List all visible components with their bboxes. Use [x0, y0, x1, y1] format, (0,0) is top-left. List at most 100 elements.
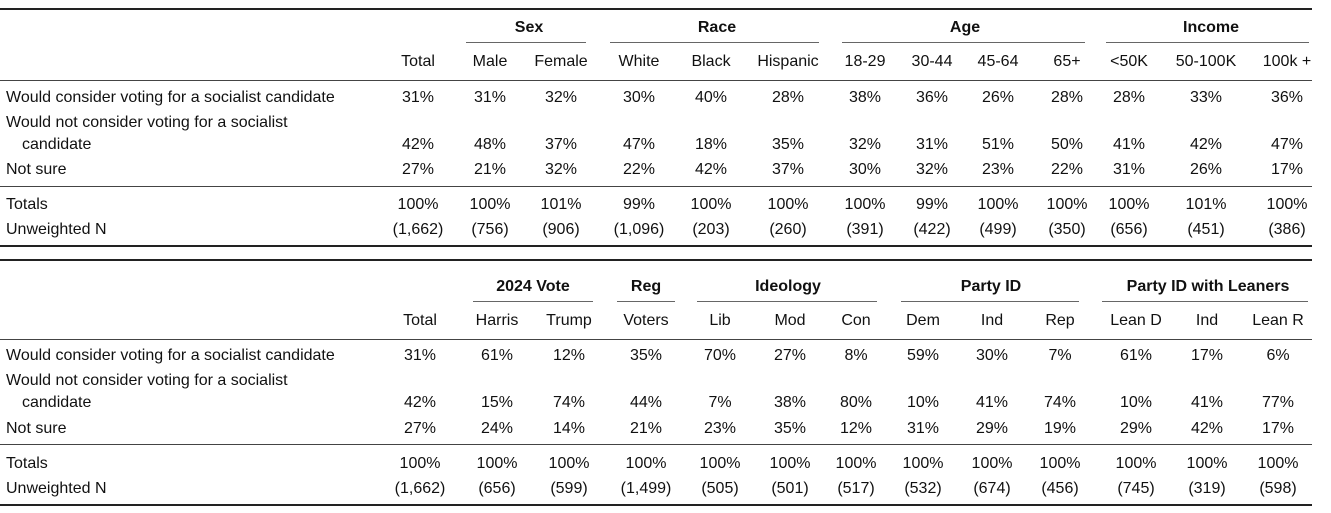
table-cell: 50% — [1050, 136, 1084, 153]
column-header: 65+ — [1053, 53, 1081, 70]
column-header: Ind — [980, 312, 1004, 329]
unweighted-label: Unweighted N — [6, 480, 107, 497]
table-cell: 7% — [1048, 347, 1072, 364]
group-underline — [1102, 301, 1308, 302]
unweighted-cell: (745) — [1117, 480, 1155, 497]
column-header: <50K — [1110, 53, 1148, 70]
table-cell: 10% — [906, 394, 940, 411]
unweighted-cell: (532) — [904, 480, 942, 497]
table-cell: 21% — [473, 161, 507, 178]
group-header: Race — [697, 19, 737, 36]
group-underline — [610, 42, 819, 43]
totals-cell: 100% — [1186, 455, 1228, 472]
table-cell: 51% — [981, 136, 1015, 153]
totals-cell: 100% — [835, 455, 877, 472]
table-cell: 37% — [771, 161, 805, 178]
column-header: Rep — [1045, 312, 1075, 329]
table-cell: 42% — [1190, 420, 1224, 437]
table-cell: 29% — [1119, 420, 1153, 437]
table-cell: 70% — [703, 347, 737, 364]
totals-cell: 100% — [1108, 196, 1150, 213]
table-cell: 31% — [403, 347, 437, 364]
table-cell: 74% — [1043, 394, 1077, 411]
header-separator — [0, 80, 1312, 81]
totals-cell: 100% — [699, 455, 741, 472]
totals-separator — [0, 444, 1312, 445]
row-label: Not sure — [6, 420, 67, 437]
group-header: Sex — [514, 19, 544, 36]
table-cell: 6% — [1266, 347, 1290, 364]
table-cell: 17% — [1270, 161, 1304, 178]
table-cell: 14% — [552, 420, 586, 437]
group-underline — [842, 42, 1085, 43]
unweighted-cell: (1,662) — [394, 480, 446, 497]
table-cell: 32% — [544, 89, 578, 106]
column-header: Mod — [774, 312, 806, 329]
table-cell: 31% — [906, 420, 940, 437]
group-underline — [901, 301, 1079, 302]
totals-cell: 100% — [902, 455, 944, 472]
table-cell: 35% — [771, 136, 805, 153]
unweighted-cell: (260) — [769, 221, 807, 238]
unweighted-cell: (319) — [1188, 480, 1226, 497]
table-cell: 42% — [401, 136, 435, 153]
table-cell: 12% — [552, 347, 586, 364]
table-cell: 7% — [708, 394, 732, 411]
row-label: Not sure — [6, 161, 67, 178]
group-header: Reg — [630, 278, 662, 295]
group-header: 2024 Vote — [496, 278, 570, 295]
table-cell: 61% — [1119, 347, 1153, 364]
table-cell: 30% — [622, 89, 656, 106]
unweighted-label: Unweighted N — [6, 221, 107, 238]
unweighted-cell: (456) — [1041, 480, 1079, 497]
table-cell: 32% — [915, 161, 949, 178]
table-cell: 42% — [694, 161, 728, 178]
column-header: 45-64 — [977, 53, 1019, 70]
table-cell: 47% — [1270, 136, 1304, 153]
unweighted-cell: (505) — [701, 480, 739, 497]
group-header: Age — [949, 19, 981, 36]
table-cell: 17% — [1190, 347, 1224, 364]
unweighted-cell: (674) — [973, 480, 1011, 497]
totals-cell: 101% — [1185, 196, 1227, 213]
group-underline — [697, 301, 877, 302]
row-label: Would consider voting for a socialist ca… — [6, 89, 335, 106]
totals-cell: 100% — [1115, 455, 1157, 472]
table-cell: 18% — [694, 136, 728, 153]
column-header: White — [618, 53, 660, 70]
column-header: Lean D — [1110, 312, 1162, 329]
column-header: 30-44 — [911, 53, 953, 70]
column-header: Hispanic — [757, 53, 819, 70]
table-cell: 59% — [906, 347, 940, 364]
table-cell: 31% — [473, 89, 507, 106]
unweighted-cell: (1,662) — [392, 221, 444, 238]
totals-cell: 100% — [469, 196, 511, 213]
table-cell: 35% — [773, 420, 807, 437]
totals-cell: 100% — [971, 455, 1013, 472]
row-label: Would consider voting for a socialist ca… — [6, 347, 335, 364]
table-cell: 27% — [401, 161, 435, 178]
top-rule — [0, 259, 1312, 261]
table-cell: 12% — [839, 420, 873, 437]
table-cell: 38% — [848, 89, 882, 106]
table-cell: 31% — [401, 89, 435, 106]
crosstab-table: Sex Race Age Income Total Male Female White Blac… — [0, 0, 1331, 250]
column-header: 100k + — [1262, 53, 1312, 70]
unweighted-cell: (501) — [771, 480, 809, 497]
group-header: Party ID — [960, 278, 1022, 295]
table-cell: 23% — [703, 420, 737, 437]
column-header: 50-100K — [1175, 53, 1237, 70]
table-cell: 41% — [1190, 394, 1224, 411]
column-header: Voters — [623, 312, 669, 329]
table-cell: 24% — [480, 420, 514, 437]
table-cell: 77% — [1261, 394, 1295, 411]
column-header: Lean R — [1252, 312, 1304, 329]
totals-cell: 100% — [1266, 196, 1308, 213]
totals-cell: 100% — [1257, 455, 1299, 472]
table-cell: 32% — [848, 136, 882, 153]
totals-cell: 100% — [548, 455, 590, 472]
totals-cell: 100% — [397, 196, 439, 213]
unweighted-cell: (422) — [913, 221, 951, 238]
group-header: Ideology — [755, 278, 821, 295]
totals-label: Totals — [6, 455, 48, 472]
